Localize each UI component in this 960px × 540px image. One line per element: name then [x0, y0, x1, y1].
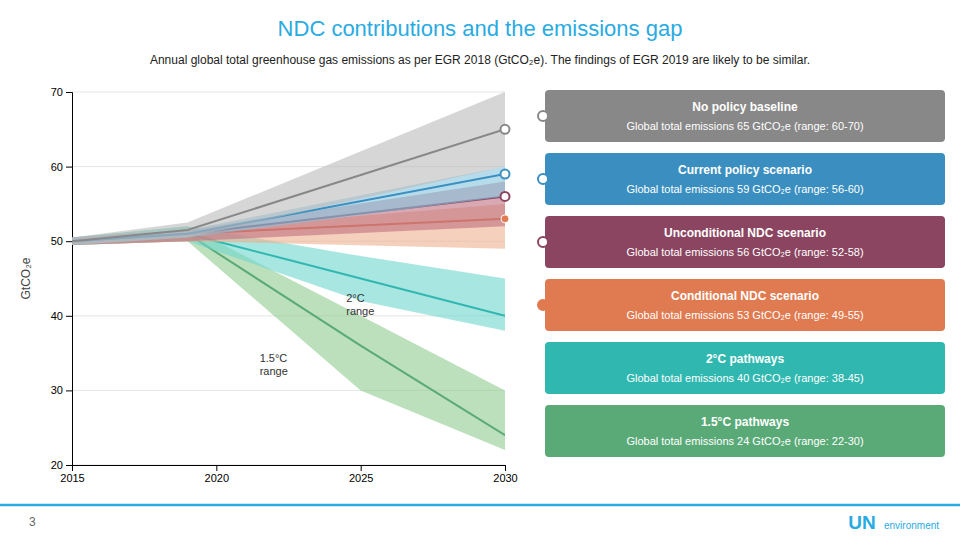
subtitle: Annual global total greenhouse gas emiss…: [150, 53, 810, 67]
tick-label: 20: [51, 459, 63, 471]
legend-label: No policy baseline: [692, 100, 798, 114]
annotations: 2°Crange1.5°Crange: [260, 292, 375, 377]
legend-box: [545, 279, 945, 331]
band: [72, 226, 505, 450]
legend-symbol: [538, 237, 548, 247]
grid-line: [72, 92, 505, 93]
legend-label: Conditional NDC scenario: [671, 289, 819, 303]
tick-mark: [361, 465, 362, 471]
legend-description: Global total emissions 40 GtCO₂e (range:…: [626, 372, 863, 384]
axis-line: [66, 93, 73, 466]
legend-box: [545, 216, 945, 268]
tick-label: 2030: [493, 472, 517, 484]
legend-box: [545, 153, 945, 205]
tick-label: 70: [51, 86, 63, 98]
tick-mark: [66, 167, 72, 168]
tick: 30: [51, 384, 72, 396]
title: NDC contributions and the emissions gap: [278, 16, 683, 41]
legend-box: [545, 342, 945, 394]
annotation-line: range: [346, 305, 374, 317]
legend-symbol: [538, 300, 548, 310]
y-axis: 20 30 40 50 60 70: [51, 86, 73, 471]
legend-description: Global total emissions 24 GtCO₂e (range:…: [626, 435, 863, 447]
legend-description: Global total emissions 56 GtCO₂e (range:…: [626, 246, 863, 258]
legend-description: Global total emissions 53 GtCO₂e (range:…: [626, 309, 863, 321]
legend-item: 1.5°C pathways Global total emissions 24 …: [545, 405, 945, 457]
annotation-line: range: [260, 365, 288, 377]
legend-item: No policy baseline Global total emissions…: [538, 90, 945, 142]
tick: 20: [51, 459, 72, 471]
tick: 60: [51, 161, 72, 173]
tick-label: 2015: [60, 472, 84, 484]
tick: 2025: [349, 465, 373, 484]
annotation-line: 1.5°C: [260, 352, 288, 364]
x-axis: 2015 2020 2025 2030: [60, 465, 517, 484]
tick-label: 2025: [349, 472, 373, 484]
tick: 2030: [493, 465, 517, 484]
tick-label: 50: [51, 235, 63, 247]
tick-mark: [66, 92, 72, 93]
tick-mark: [216, 465, 217, 471]
band: [72, 92, 505, 245]
chart: NDC contributions and the emissions gap A…: [0, 0, 960, 540]
legend-symbol: [538, 111, 548, 121]
annotation: 1.5°Crange: [260, 352, 288, 377]
legend-label: Unconditional NDC scenario: [664, 226, 826, 240]
tick: 70: [51, 86, 72, 98]
legend-description: Global total emissions 59 GtCO₂e (range:…: [626, 183, 863, 195]
axis-line: [73, 466, 506, 472]
legend-label: 1.5°C pathways: [701, 415, 789, 429]
tick-label: 40: [51, 310, 63, 322]
plot-marks: [72, 92, 505, 450]
tick: 2020: [205, 465, 229, 484]
line: [72, 129, 505, 241]
legend-box: [545, 405, 945, 457]
marker: [501, 170, 510, 179]
tick-mark: [505, 465, 506, 471]
footer-rule: [0, 504, 960, 507]
tick: 50: [51, 235, 72, 247]
tick-mark: [66, 390, 72, 391]
markers: [501, 125, 510, 223]
marker: [501, 125, 510, 134]
legend-item: 2°C pathways Global total emissions 40 Gt…: [545, 342, 945, 394]
grid: [72, 92, 505, 465]
y-axis-label: GtCO₂e: [19, 257, 33, 299]
logo-text: environment: [884, 520, 939, 531]
tick-label: 60: [51, 161, 63, 173]
legend-box: [545, 90, 945, 142]
tick-mark: [66, 316, 72, 317]
chart-container: NDC contributions and the emissions gap A…: [0, 0, 960, 540]
logo-text: UN: [848, 512, 875, 533]
page-number: 3: [29, 515, 36, 529]
legend-item: Unconditional NDC scenario Global total e…: [538, 216, 945, 268]
marker: [501, 215, 509, 223]
legend-label: 2°C pathways: [706, 352, 784, 366]
tick-label: 2020: [205, 472, 229, 484]
footer: 3 UN environment: [0, 505, 960, 533]
legend-item: Current policy scenario Global total emis…: [538, 153, 945, 205]
tick-mark: [66, 241, 72, 242]
legend-description: Global total emissions 65 GtCO₂e (range:…: [626, 120, 863, 132]
tick: 40: [51, 310, 72, 322]
tick-label: 30: [51, 384, 63, 396]
marker: [501, 192, 510, 201]
annotation: 2°Crange: [346, 292, 374, 317]
legend-symbol: [538, 174, 548, 184]
legend-item: Conditional NDC scenario Global total emi…: [538, 279, 945, 331]
legend: No policy baseline Global total emissions…: [538, 90, 945, 457]
annotation-line: 2°C: [346, 292, 365, 304]
tick-mark: [66, 465, 72, 466]
tick: 2015: [60, 465, 84, 484]
legend-label: Current policy scenario: [678, 163, 812, 177]
